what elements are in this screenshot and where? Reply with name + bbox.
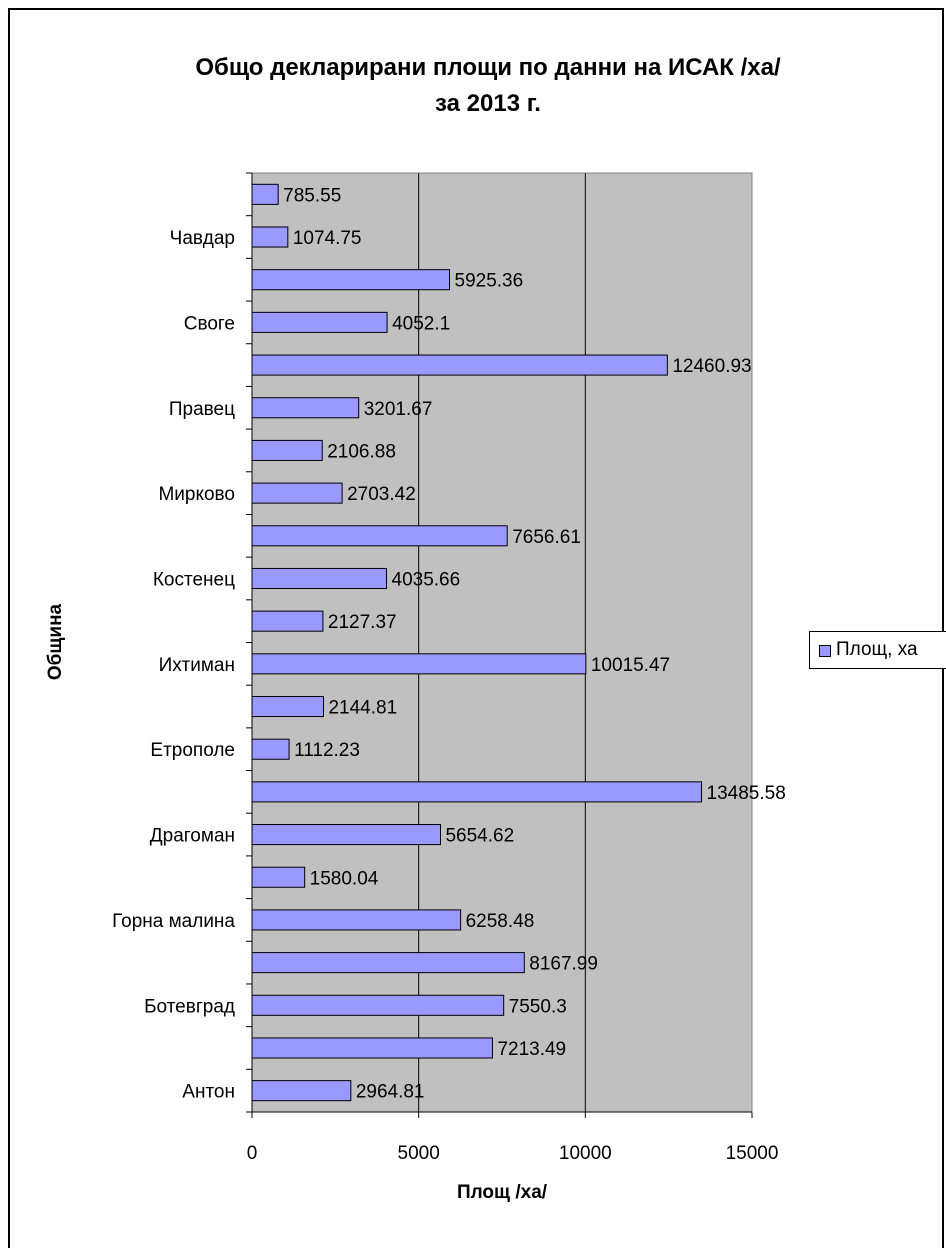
bar [251, 824, 441, 846]
bar [251, 1080, 352, 1102]
bar [251, 610, 324, 632]
y-tick-label: Етрополе [150, 740, 235, 761]
data-label: 1074.75 [293, 228, 362, 249]
data-label: 1580.04 [310, 868, 379, 889]
data-label: 2127.37 [328, 612, 397, 633]
bar [251, 525, 508, 547]
bar [251, 226, 289, 248]
data-label: 2144.81 [328, 698, 397, 719]
data-label: 7550.3 [509, 996, 567, 1017]
bar [251, 695, 324, 718]
y-tick-label: Горна малина [112, 911, 235, 932]
chart-title-line-1: Общо декларирани площи по данни на ИСАК … [195, 54, 781, 81]
bar [251, 738, 290, 760]
y-tick-label: Драгоман [150, 826, 235, 847]
bar [251, 567, 388, 590]
y-tick-label: Антон [182, 1082, 235, 1103]
x-axis-title: Площ /ха/ [456, 1182, 548, 1203]
chart-title-line-2: за 2013 г. [435, 90, 541, 117]
data-label: 4035.66 [392, 569, 461, 590]
x-tick-label: 0 [247, 1143, 258, 1164]
legend-label: Площ, ха [836, 639, 918, 660]
bar [251, 994, 505, 1016]
bar [251, 354, 668, 376]
y-tick-label: Своге [184, 313, 235, 334]
bar [251, 781, 703, 803]
data-label: 2106.88 [327, 441, 396, 462]
data-label: 12460.93 [672, 356, 751, 377]
bar [251, 183, 279, 205]
y-axis-title-text: Община [45, 603, 66, 681]
bar [251, 311, 388, 333]
data-label: 13485.58 [707, 783, 786, 804]
bar [251, 866, 306, 888]
y-tick-label: Ихтиман [159, 655, 235, 676]
legend: Площ, ха [809, 631, 946, 669]
y-tick-label: Ботевград [144, 996, 235, 1017]
legend-swatch [819, 645, 831, 657]
data-label: 5654.62 [445, 826, 514, 847]
y-tick-label: Правец [169, 399, 235, 420]
bar [251, 952, 525, 974]
bar [251, 909, 462, 931]
data-label: 2703.42 [347, 484, 416, 505]
data-label: 3201.67 [364, 399, 433, 420]
bar [251, 482, 343, 504]
data-label: 7213.49 [497, 1039, 566, 1060]
y-tick-label: Мирково [158, 484, 235, 505]
bar [251, 439, 323, 461]
bar [251, 397, 360, 419]
data-label: 6258.48 [466, 911, 535, 932]
x-tick-label: 5000 [398, 1143, 440, 1164]
chart-frame [8, 8, 944, 1248]
data-label: 10015.47 [591, 655, 670, 676]
data-label: 785.55 [283, 185, 341, 206]
x-tick-label: 10000 [559, 1143, 612, 1164]
data-label: 4052.1 [392, 313, 450, 334]
data-label: 5925.36 [455, 271, 524, 292]
data-label: 2964.81 [356, 1082, 425, 1103]
data-label: 8167.99 [529, 954, 598, 975]
bar [251, 653, 587, 675]
data-label: 7656.61 [512, 527, 581, 548]
x-tick-label: 15000 [726, 1143, 779, 1164]
bar [251, 1037, 493, 1059]
y-tick-label: Чавдар [170, 228, 235, 249]
data-label: 1112.23 [294, 740, 360, 761]
y-tick-label: Костенец [153, 569, 235, 590]
chart-title: Общо декларирани площи по данни на ИСАК … [0, 50, 946, 122]
bar [251, 269, 451, 291]
